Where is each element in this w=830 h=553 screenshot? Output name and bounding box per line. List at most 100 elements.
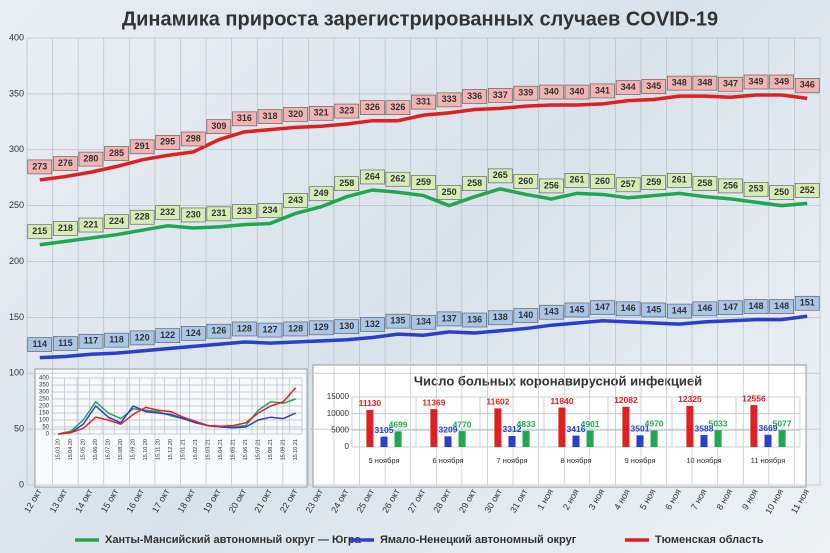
value-label: 12325: [678, 394, 702, 404]
value-label: 228: [135, 212, 150, 222]
value-label: 146: [697, 303, 712, 313]
value-label: 316: [237, 113, 252, 123]
value-label: 3416: [567, 424, 586, 434]
y-tick-label: 0: [19, 479, 24, 489]
x-tick-label: 15.06.20: [93, 439, 99, 460]
x-tick-label: 20 окт: [227, 487, 249, 514]
value-label-box: [334, 176, 360, 191]
value-label-box: [385, 100, 411, 115]
value-label-box: [743, 299, 769, 314]
x-tick-label: 17 окт: [150, 487, 172, 514]
value-label-box: [513, 174, 539, 189]
value-label: 264: [365, 171, 380, 181]
value-label: 257: [621, 179, 636, 189]
y-tick-label: 200: [9, 256, 24, 266]
value-label: 117: [84, 336, 99, 346]
value-label: 3209: [439, 425, 458, 435]
x-tick-label: 15.08.21: [268, 439, 274, 460]
value-label: 309: [211, 121, 226, 131]
value-label: 256: [723, 180, 738, 190]
value-label: 344: [621, 82, 636, 92]
value-label-box: [641, 302, 667, 318]
value-label-box: [206, 119, 232, 134]
value-label-box: [385, 171, 411, 187]
value-label: 323: [339, 105, 354, 115]
value-label-box: [769, 185, 794, 200]
value-label-box: [615, 80, 641, 95]
value-label-box: [513, 308, 539, 323]
value-label: 321: [314, 108, 329, 118]
line-series: [39, 187, 808, 247]
x-tick-label: 29 окт: [457, 487, 479, 514]
value-label: 3501: [631, 424, 650, 434]
value-label: 347: [723, 79, 738, 89]
x-tick-label: 10 ноя: [763, 487, 785, 516]
x-tick-label: 4 ноя: [612, 487, 632, 511]
value-label: 260: [595, 176, 610, 186]
x-tick-label: 27 окт: [406, 487, 428, 514]
value-label-box: [180, 207, 206, 223]
x-tick-label: 15.09.20: [131, 439, 137, 460]
bar: [586, 430, 594, 447]
value-label: 128: [237, 323, 252, 333]
x-tick-label: 2 ноя: [561, 487, 581, 511]
value-label-box: [487, 88, 513, 103]
value-label: 252: [800, 185, 815, 195]
value-label: 3669: [759, 423, 778, 433]
value-label: 349: [749, 76, 764, 86]
value-label: 341: [595, 85, 610, 95]
x-tick-label: 10 ноября: [686, 456, 721, 465]
y-tick-label: 50: [42, 425, 49, 431]
value-label: 320: [288, 109, 303, 119]
bar: [380, 436, 388, 447]
value-label: 318: [263, 111, 278, 121]
value-label: 126: [211, 326, 226, 336]
y-tick-label: 250: [9, 200, 24, 210]
value-label: 4901: [581, 419, 600, 429]
bar: [366, 409, 374, 447]
value-label-box: [718, 76, 743, 92]
value-label-box: [308, 186, 334, 202]
value-label: 331: [416, 96, 431, 106]
x-tick-label: 15.04.21: [218, 439, 224, 460]
value-label-box: [206, 323, 232, 339]
y-tick-label: 50: [14, 424, 24, 434]
value-label: 120: [135, 332, 150, 342]
value-label-box: [718, 300, 743, 316]
value-label: 134: [416, 317, 431, 327]
value-label: 298: [186, 133, 201, 143]
y-tick-label: 10000: [327, 409, 350, 418]
bar: [508, 435, 516, 447]
value-label-box: [692, 75, 718, 91]
value-label: 291: [135, 141, 150, 151]
value-label: 250: [442, 187, 457, 197]
x-tick-label: 15.03.21: [206, 439, 212, 460]
value-label: 215: [32, 226, 47, 236]
value-label: 218: [58, 223, 73, 233]
value-label: 11130: [359, 398, 382, 408]
x-tick-label: 18 окт: [176, 487, 198, 514]
value-label: 336: [467, 91, 482, 101]
value-label-box: [360, 100, 385, 115]
value-label-box: [411, 94, 436, 110]
x-tick-label: 15.08.20: [118, 439, 124, 460]
value-label-box: [615, 301, 641, 317]
x-tick-label: 24 окт: [329, 487, 351, 514]
inset-title: Число больных коронавирусной инфекцией: [414, 373, 702, 388]
bar: [778, 430, 786, 447]
value-label-box: [129, 139, 155, 155]
value-label: 295: [160, 137, 175, 147]
value-label-box: [155, 328, 180, 343]
value-label: 256: [544, 180, 559, 190]
value-label: 258: [339, 178, 354, 188]
x-tick-label: 22 окт: [278, 487, 300, 514]
value-label-box: [232, 321, 257, 337]
x-tick-label: 16 окт: [124, 487, 146, 514]
x-tick-label: 15.05.21: [231, 439, 237, 460]
x-tick-label: 15.04.20: [68, 439, 74, 460]
legend-label: Ханты-Мансийский автономный округ — Югра: [105, 534, 362, 546]
x-tick-label: 30 окт: [483, 487, 505, 514]
x-tick-label: 9 ноября: [624, 456, 655, 465]
value-label: 243: [288, 195, 303, 205]
value-label: 259: [416, 177, 431, 187]
